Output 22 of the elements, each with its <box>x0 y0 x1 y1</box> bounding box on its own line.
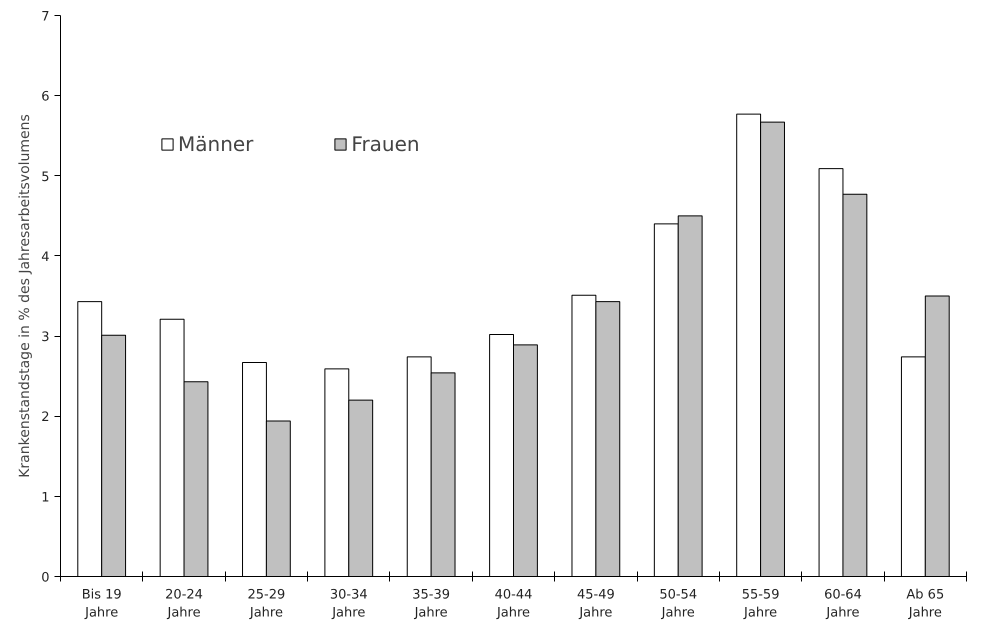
y-tick-label: 3 <box>41 330 50 346</box>
legend-label: Männer <box>178 132 254 156</box>
y-tick-label: 4 <box>41 250 50 265</box>
x-tick-label: 60-64 Jahre <box>824 588 862 620</box>
x-tick-label: 50-54 Jahre <box>659 588 698 620</box>
x-tick-label: 30-34 Jahre <box>330 588 368 620</box>
x-tick-label: 40-44 Jahre <box>494 588 532 620</box>
x-tick-label: 35-39 Jahre <box>412 588 450 620</box>
x-tick-label: 45-49 Jahre <box>576 588 615 620</box>
y-axis-title: Krankenstandstage in % des Jahresarbeitsvolumens <box>17 114 34 478</box>
x-tick-label: 25-29 Jahre <box>248 588 286 620</box>
y-tick-label: 5 <box>41 170 50 185</box>
legend-label: Frauen <box>351 132 420 156</box>
y-tick-label: 0 <box>41 570 50 586</box>
y-tick-label: 7 <box>41 10 50 24</box>
y-tick-label: 6 <box>41 90 50 105</box>
x-tick-label: Ab 65 Jahre <box>906 588 944 620</box>
x-tick-label: 55-59 Jahre <box>742 588 780 620</box>
y-tick-label: 2 <box>41 410 50 426</box>
y-tick-label: 1 <box>41 490 50 506</box>
x-tick-label: 20-24 Jahre <box>165 588 203 620</box>
x-tick-label: Bis 19 Jahre <box>82 588 122 620</box>
